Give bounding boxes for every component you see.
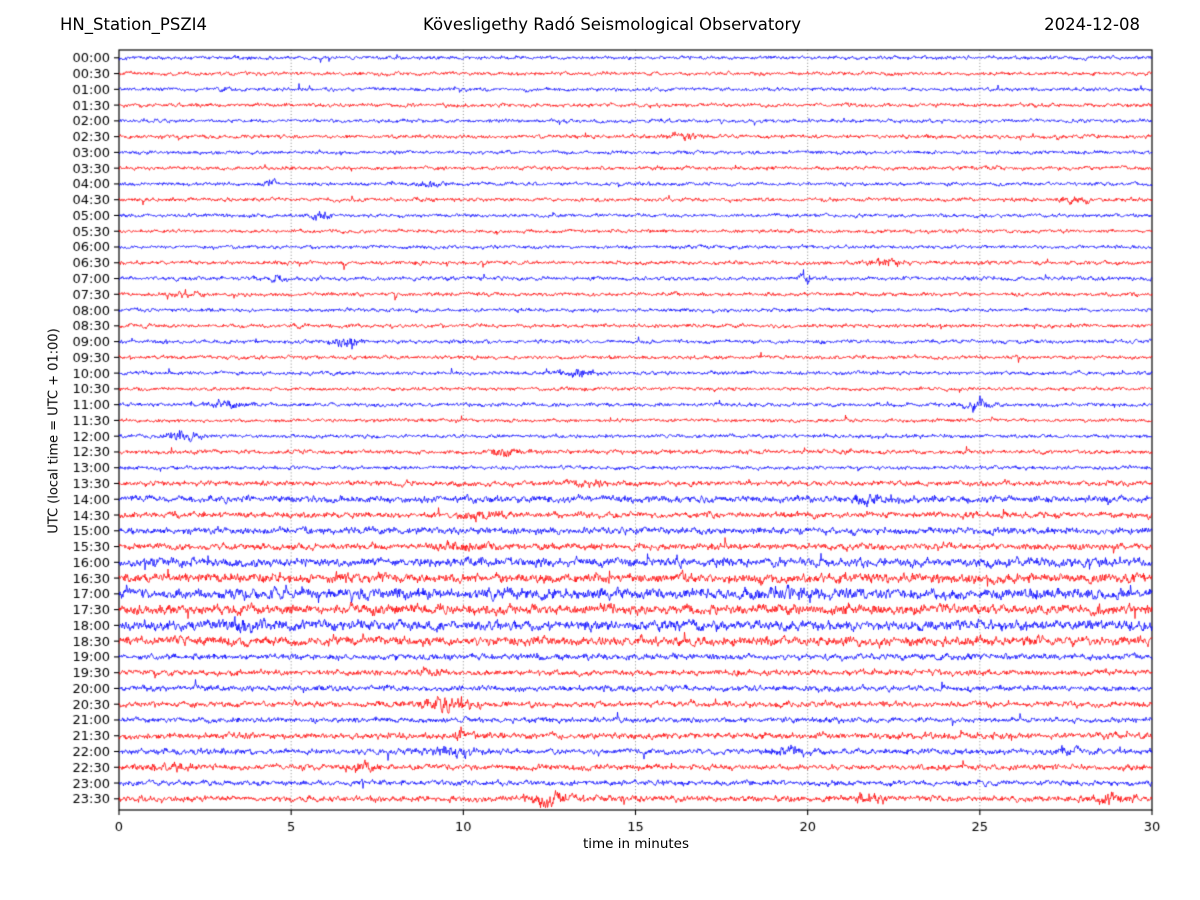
y-axis-label: UTC (local time = UTC + 01:00) xyxy=(46,328,62,534)
date-label: 2024-12-08 xyxy=(1044,15,1140,34)
x-axis-label: time in minutes xyxy=(582,836,690,852)
observatory-title: Kövesligethy Radó Seismological Observat… xyxy=(422,15,802,34)
station-title: HN_Station_PSZI4 xyxy=(60,15,208,34)
